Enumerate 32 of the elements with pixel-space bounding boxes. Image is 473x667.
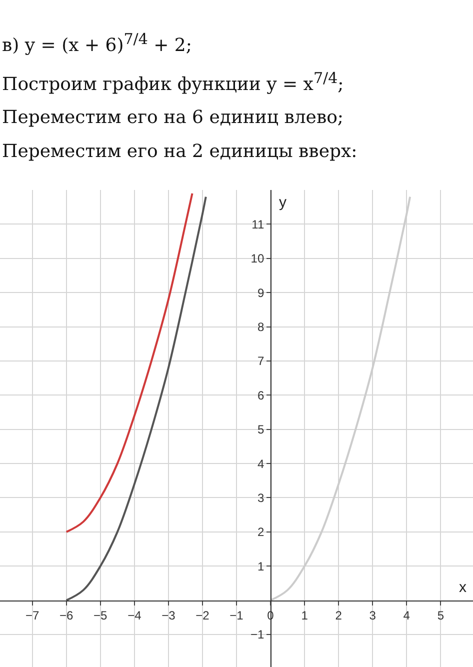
x-tick-label: 1 [301,608,308,623]
y-tick-label: 1 [257,559,264,574]
y-tick-label: 5 [257,422,264,437]
y-axis-title: y [279,194,287,211]
text: Переместим его на 6 единиц влево; [2,107,344,129]
line-series [65,192,194,533]
x-tick-label: 4 [403,608,410,623]
line-series [65,196,207,602]
y-tick-label: 8 [257,320,264,334]
x-tick-label: −7 [25,608,40,623]
x-tick-label: 2 [335,608,342,623]
chart-title: в) y = (x + 6)$^{7/4}$ + 2; [2,30,193,57]
y-tick-label: −1 [250,628,264,642]
x-tick-label: −2 [196,608,210,623]
chart-subtitle: Построим график функции y = x$^{7/4}$; [2,68,345,96]
x-axis-title: x [459,579,467,596]
y-tick-label: 4 [257,456,264,471]
text: Переместим его на 2 единицы вверх: [2,140,358,162]
x-tick-label: −4 [128,608,142,623]
y-tick-label: 11 [252,217,264,232]
y-tick-label: 2 [257,525,264,540]
x-tick-label: −5 [94,608,108,623]
y-tick-label: 6 [257,388,264,402]
x-tick-label: −1 [230,608,244,623]
y-tick-label: 9 [257,286,264,300]
y-tick-label: 10 [250,252,264,266]
x-tick-label: 3 [369,608,376,623]
y-tick-label: 3 [257,490,264,505]
x-tick-label: 5 [437,608,444,623]
x-tick-label: −6 [60,608,74,623]
y-tick-label: 7 [257,354,264,368]
x-tick-label: −3 [162,608,176,623]
